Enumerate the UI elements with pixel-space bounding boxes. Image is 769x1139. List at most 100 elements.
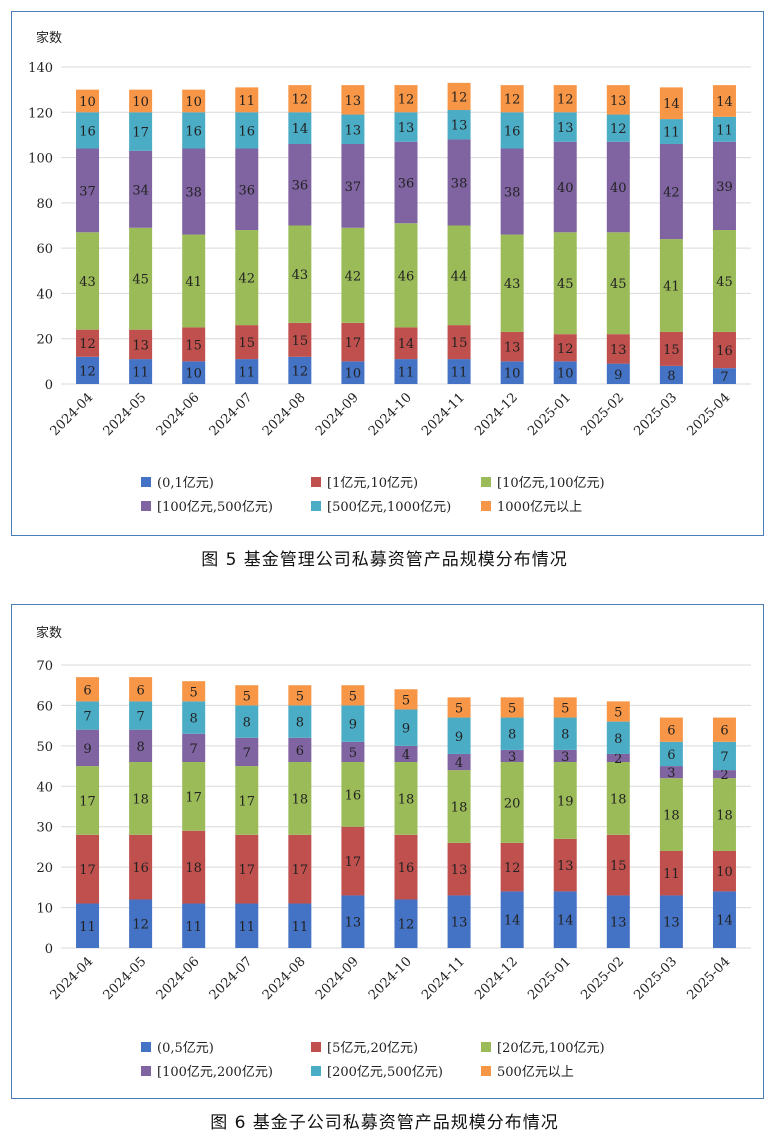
data-label: 13 (345, 916, 362, 931)
y-tick-label: 40 (36, 780, 53, 795)
data-label: 7 (243, 746, 251, 761)
data-label: 16 (79, 124, 96, 139)
bar-segment (500, 361, 524, 384)
data-label: 14 (716, 95, 733, 110)
bar-segment (606, 753, 630, 763)
data-label: 14 (398, 337, 415, 352)
bar-segment (182, 903, 206, 948)
bar-segment (341, 705, 365, 742)
bar-segment (659, 331, 683, 366)
bar-segment (712, 741, 736, 771)
bar-segment (712, 141, 736, 231)
data-label: 12 (398, 93, 415, 108)
bar-segment (288, 85, 312, 113)
bar-segment (712, 230, 736, 332)
data-label: 10 (504, 367, 521, 382)
data-label: 11 (79, 920, 96, 935)
data-label: 7 (190, 742, 198, 757)
data-label: 18 (716, 809, 733, 824)
data-label: 9 (83, 742, 91, 757)
legend-label: 1000亿元以上 (497, 500, 582, 515)
data-label: 9 (614, 368, 622, 383)
chart-frame (11, 11, 764, 536)
bar-segment (341, 361, 365, 384)
legend-label: [20亿元,100亿元) (497, 1041, 605, 1056)
bar-segment (553, 85, 577, 113)
bar-segment (76, 329, 100, 357)
data-label: 39 (716, 180, 733, 195)
bar-segment (659, 239, 683, 332)
legend-swatch (481, 501, 491, 511)
bar-segment (553, 762, 577, 839)
data-label: 5 (349, 746, 357, 761)
data-label: 45 (132, 273, 149, 288)
data-label: 9 (349, 718, 357, 733)
data-label: 11 (238, 920, 255, 935)
bar-segment (129, 227, 153, 330)
bar-segment (288, 705, 312, 738)
data-label: 41 (663, 280, 680, 295)
bar-segment (341, 85, 365, 115)
bar-segment (182, 148, 206, 235)
data-label: 5 (508, 701, 516, 716)
data-label: 18 (398, 792, 415, 807)
legend-swatch (141, 501, 151, 511)
data-label: 11 (292, 920, 309, 935)
bar-segment (129, 359, 153, 384)
data-label: 40 (610, 181, 627, 196)
bar-segment (394, 327, 418, 360)
data-label: 13 (504, 341, 521, 356)
data-label: 5 (190, 685, 198, 700)
data-label: 10 (185, 95, 202, 110)
bar-segment (553, 717, 577, 750)
data-label: 11 (451, 366, 468, 381)
bar-segment (235, 737, 259, 767)
data-label: 14 (663, 97, 680, 112)
bar-segment (76, 677, 100, 702)
bar-segment (447, 359, 471, 384)
data-label: 17 (79, 794, 96, 809)
bar-segment (76, 729, 100, 767)
data-label: 43 (504, 277, 521, 292)
data-label: 11 (716, 123, 733, 138)
bar-segment (129, 112, 153, 151)
bar-segment (606, 762, 630, 835)
data-label: 8 (136, 740, 144, 755)
bar-segment (447, 770, 471, 843)
legend-swatch (481, 1042, 491, 1052)
legend-label: [200亿元,500亿元) (327, 1065, 443, 1080)
bar-segment (553, 232, 577, 335)
bar-segment (606, 334, 630, 364)
data-label: 34 (132, 183, 149, 198)
bar-segment (659, 119, 683, 144)
bar-segment (394, 141, 418, 224)
bar-segment (341, 741, 365, 763)
legend-swatch (481, 1066, 491, 1076)
bar-segment (235, 359, 259, 384)
y-tick-label: 60 (36, 242, 53, 257)
bar-segment (76, 701, 100, 730)
data-label: 7 (83, 710, 91, 725)
bar-segment (500, 891, 524, 948)
y-tick-label: 100 (28, 152, 53, 167)
bar-segment (500, 112, 524, 149)
data-label: 3 (508, 750, 516, 765)
bar-segment (606, 721, 630, 754)
bar-segment (712, 778, 736, 851)
bar-segment (606, 85, 630, 115)
bar-segment (341, 227, 365, 323)
bar-segment (129, 899, 153, 948)
data-label: 4 (455, 756, 463, 771)
bar-segment (447, 697, 471, 718)
bar-segment (235, 87, 259, 113)
data-label: 15 (185, 338, 202, 353)
data-label: 16 (185, 124, 202, 139)
data-label: 12 (79, 337, 96, 352)
data-label: 5 (614, 705, 622, 720)
data-label: 5 (455, 701, 463, 716)
data-label: 13 (663, 916, 680, 931)
legend-swatch (311, 1042, 321, 1052)
y-tick-label: 70 (36, 659, 53, 674)
data-label: 8 (561, 728, 569, 743)
legend-label: [500亿元,1000亿元) (327, 500, 451, 515)
